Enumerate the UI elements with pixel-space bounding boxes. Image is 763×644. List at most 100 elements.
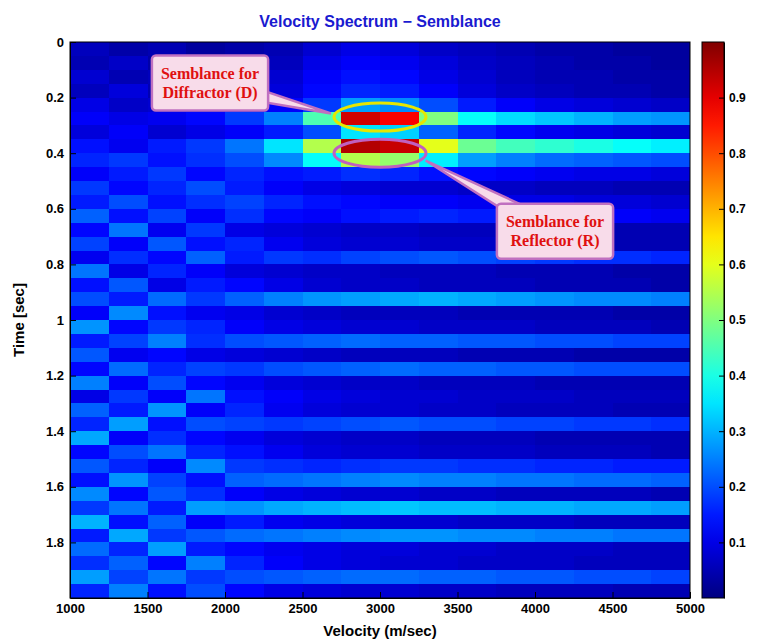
heatmap-cell xyxy=(496,167,535,181)
heatmap-cell xyxy=(380,278,419,292)
heatmap-cell xyxy=(496,348,535,362)
heatmap-cell xyxy=(574,70,613,84)
heatmap-cell xyxy=(109,445,148,459)
heatmap-cell xyxy=(341,348,380,362)
heatmap-cell xyxy=(613,195,652,209)
colorbar-tick-mark xyxy=(719,320,724,321)
heatmap-cell xyxy=(535,376,574,390)
heatmap-cell xyxy=(70,403,109,417)
heatmap-cell xyxy=(264,348,303,362)
heatmap-cell xyxy=(651,417,690,431)
heatmap-cell xyxy=(380,515,419,529)
heatmap-cell xyxy=(148,320,187,334)
heatmap-cell xyxy=(225,112,264,126)
heatmap-cell xyxy=(651,501,690,515)
colorbar-axis: 0.10.20.30.40.50.60.70.80.9 xyxy=(719,43,746,599)
heatmap-cell xyxy=(651,542,690,556)
heatmap-cell xyxy=(70,209,109,223)
heatmap-cell xyxy=(651,251,690,265)
colorbar-tick-mark xyxy=(719,98,724,99)
heatmap-cell xyxy=(341,251,380,265)
heatmap-cell xyxy=(458,417,497,431)
heatmap-cell xyxy=(613,376,652,390)
y-tick: 1 xyxy=(57,313,76,328)
heatmap-cell xyxy=(264,403,303,417)
heatmap-cell xyxy=(574,362,613,376)
heatmap-cell xyxy=(651,195,690,209)
y-tick-label: 0.4 xyxy=(46,146,65,161)
heatmap-cell xyxy=(186,251,225,265)
heatmap-cell xyxy=(303,264,342,278)
heatmap-cell xyxy=(264,292,303,306)
heatmap-cell xyxy=(186,570,225,584)
heatmap-cell xyxy=(225,167,264,181)
heatmap-cell xyxy=(419,362,458,376)
heatmap-cell xyxy=(303,306,342,320)
heatmap-cell xyxy=(419,501,458,515)
heatmap-cell xyxy=(70,529,109,543)
y-tick-label: 1.2 xyxy=(46,368,64,383)
x-tick: 2500 xyxy=(289,592,318,616)
heatmap-cell xyxy=(651,459,690,473)
heatmap-cell xyxy=(109,251,148,265)
colorbar-tick-label: 0.7 xyxy=(729,202,746,216)
heatmap-cell xyxy=(613,125,652,139)
heatmap-cell xyxy=(380,223,419,237)
heatmap-cell xyxy=(496,542,535,556)
heatmap-cell xyxy=(303,431,342,445)
heatmap-cell xyxy=(458,529,497,543)
heatmap-cell xyxy=(341,84,380,98)
heatmap-cell xyxy=(651,292,690,306)
heatmap-cell xyxy=(458,584,497,598)
heatmap-cell xyxy=(341,237,380,251)
heatmap-cell xyxy=(186,125,225,139)
heatmap-cell xyxy=(148,167,187,181)
heatmap-cell xyxy=(458,84,497,98)
x-tick: 4000 xyxy=(521,592,550,616)
heatmap-cell xyxy=(535,417,574,431)
heatmap-cell xyxy=(341,542,380,556)
heatmap-cell xyxy=(225,403,264,417)
heatmap-cell xyxy=(496,70,535,84)
heatmap-cell xyxy=(303,390,342,404)
colorbar-tick-mark xyxy=(719,542,724,543)
heatmap-cell xyxy=(574,515,613,529)
heatmap-cell xyxy=(613,139,652,153)
heatmap-cell xyxy=(574,278,613,292)
heatmap-cell xyxy=(651,84,690,98)
y-tick-mark xyxy=(70,320,76,321)
heatmap-cell xyxy=(70,445,109,459)
y-tick: 0 xyxy=(57,35,76,50)
heatmap-cell xyxy=(225,348,264,362)
colorbar-tick-mark xyxy=(719,153,724,154)
y-tick-label: 0 xyxy=(57,35,64,50)
heatmap-cell xyxy=(186,334,225,348)
heatmap-cell xyxy=(341,376,380,390)
heatmap-cell xyxy=(70,515,109,529)
heatmap-cell xyxy=(70,376,109,390)
heatmap-cell xyxy=(264,556,303,570)
heatmap-cell xyxy=(303,334,342,348)
heatmap-cell xyxy=(109,125,148,139)
heatmap-cell xyxy=(574,570,613,584)
heatmap-cell xyxy=(70,112,109,126)
heatmap-cell xyxy=(225,181,264,195)
heatmap-cell xyxy=(186,292,225,306)
colorbar-tick: 0.5 xyxy=(719,313,746,327)
colorbar-tick-label: 0.9 xyxy=(729,91,746,105)
y-tick-mark xyxy=(70,209,76,210)
heatmap-cell xyxy=(496,584,535,598)
heatmap-cell xyxy=(535,445,574,459)
heatmap-cell xyxy=(419,390,458,404)
heatmap-cell xyxy=(574,556,613,570)
heatmap-cell xyxy=(264,431,303,445)
heatmap-cell xyxy=(225,362,264,376)
heatmap-cell xyxy=(613,417,652,431)
heatmap-cell xyxy=(419,459,458,473)
heatmap-cell xyxy=(148,251,187,265)
heatmap-cell xyxy=(70,195,109,209)
heatmap-cell xyxy=(574,403,613,417)
heatmap-cell xyxy=(148,209,187,223)
heatmap-cell xyxy=(186,153,225,167)
heatmap-cell xyxy=(264,264,303,278)
